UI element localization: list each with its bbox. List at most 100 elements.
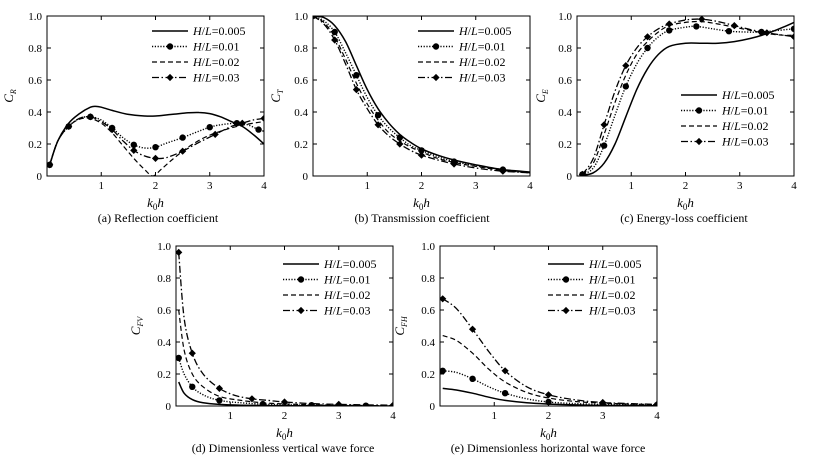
data-point [469, 375, 476, 382]
chart-panel-4: 0 0.2 0.4 0.6 0.8 1.0 1 2 3 4 k0h CFV (d) Dimensionl… [128, 241, 396, 455]
legend-marker [562, 306, 570, 315]
data-point [643, 33, 652, 41]
data-point [260, 114, 264, 122]
series-2 [440, 367, 657, 406]
x-axis-label: k0h [147, 195, 164, 212]
data-point [152, 144, 159, 151]
legend: H/L=0.005 H/L=0.01H/L=0.02 H/L=0.03 [681, 88, 774, 149]
legend-label: H/L=0.005 [323, 257, 376, 271]
panel-title: (a) Reflection coefficient [98, 211, 219, 225]
y-tick-label: 0.4 [421, 337, 435, 349]
legend-label: H/L=0.02 [192, 55, 239, 69]
y-tick-label: 0 [37, 171, 43, 183]
series-1 [48, 105, 264, 166]
y-tick-label: 0.6 [294, 75, 308, 87]
x-tick-label: 4 [390, 410, 396, 422]
y-tick-label: 0.6 [558, 75, 572, 87]
x-tick-label: 1 [629, 180, 635, 192]
series-line [442, 387, 657, 406]
x-tick-label: 1 [228, 410, 234, 422]
data-point [130, 146, 138, 154]
series-line [178, 309, 393, 406]
data-point [693, 23, 700, 30]
y-axis-label: CFV [128, 316, 145, 336]
legend-label: H/L=0.02 [721, 119, 768, 133]
data-point [600, 142, 608, 149]
data-point [189, 383, 196, 390]
series-2 [579, 23, 794, 176]
x-tick-label: 1 [365, 180, 371, 192]
data-point [335, 400, 343, 406]
y-tick-label: 1.0 [558, 11, 572, 23]
legend-marker [297, 276, 305, 283]
data-point [353, 72, 360, 79]
series-4 [47, 113, 264, 169]
y-tick-label: 1.0 [28, 11, 42, 23]
series-1 [442, 387, 657, 406]
data-point [418, 147, 425, 154]
legend-label: H/L=0.03 [588, 304, 635, 318]
chart-panel-3: 0 0.2 0.4 0.6 0.8 1.0 1 2 3 4 k0h CE (c) Energy-loss… [533, 11, 797, 225]
data-point [600, 121, 608, 129]
legend-marker [166, 43, 174, 50]
data-point [544, 391, 553, 399]
y-tick-label: 0.6 [421, 305, 435, 317]
data-point [86, 113, 94, 121]
legend-label: H/L=0.005 [721, 88, 774, 102]
x-axis-label: k0h [276, 425, 293, 442]
series-1 [582, 21, 794, 176]
legend-label: H/L=0.01 [721, 104, 768, 118]
legend-marker [297, 306, 305, 315]
data-point [644, 44, 651, 52]
y-axis-label: CT [268, 89, 285, 103]
x-axis-label: k0h [677, 195, 694, 212]
y-tick-label: 0.8 [28, 43, 42, 55]
y-tick-label: 0.4 [558, 107, 572, 119]
data-point [188, 349, 196, 357]
y-tick-label: 1.0 [157, 241, 171, 253]
data-point [374, 121, 382, 129]
x-tick-label: 2 [282, 410, 288, 422]
y-axis-label: CR [1, 89, 18, 103]
series-line [313, 16, 530, 174]
y-tick-label: 0.6 [157, 305, 171, 317]
legend-label: H/L=0.005 [588, 257, 641, 271]
y-tick-label: 0.2 [28, 139, 42, 151]
data-point [374, 112, 382, 119]
y-tick-label: 0.8 [157, 273, 171, 285]
x-tick-label: 3 [207, 180, 213, 192]
y-tick-label: 0.8 [421, 273, 435, 285]
x-tick-label: 1 [492, 410, 498, 422]
legend: H/L=0.005 H/L=0.01H/L=0.02 H/L=0.03 [418, 24, 511, 85]
series-line [313, 16, 530, 174]
series-4 [440, 295, 657, 406]
series-line [48, 105, 264, 166]
data-point [417, 151, 426, 159]
y-tick-label: 0 [303, 171, 309, 183]
x-tick-label: 4 [791, 180, 797, 192]
y-tick-label: 0.8 [294, 43, 308, 55]
series-4 [313, 16, 530, 175]
legend-label: H/L=0.02 [458, 55, 505, 69]
data-point [545, 398, 552, 406]
y-tick-label: 0.4 [28, 107, 42, 119]
series-4 [176, 248, 393, 406]
data-point [211, 130, 219, 138]
y-tick-label: 0 [166, 401, 172, 413]
data-point [790, 33, 794, 41]
legend-marker [432, 73, 440, 82]
legend: H/L=0.005 H/L=0.01H/L=0.02 H/L=0.03 [283, 257, 376, 318]
data-point [389, 401, 393, 406]
data-point [501, 367, 509, 375]
x-tick-label: 2 [683, 180, 689, 192]
x-tick-label: 4 [654, 410, 660, 422]
legend-label: H/L=0.01 [458, 40, 505, 54]
series-3 [313, 16, 530, 174]
data-point [730, 22, 738, 30]
data-point [47, 161, 54, 169]
legend-label: H/L=0.03 [458, 71, 505, 85]
y-tick-label: 0 [567, 171, 573, 183]
data-point [501, 390, 509, 397]
x-tick-label: 2 [153, 180, 159, 192]
